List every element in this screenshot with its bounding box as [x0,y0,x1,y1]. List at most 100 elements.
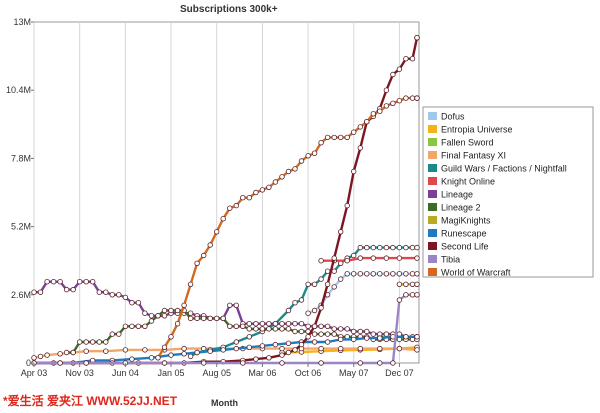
plot-background [33,21,420,364]
data-point [57,360,63,366]
legend-label: Dofus [441,112,465,122]
data-point [266,184,272,190]
data-point [240,360,246,366]
data-point [122,347,129,353]
data-point [187,315,194,322]
data-point [122,294,129,301]
x-tick-label: Jun 04 [112,368,139,378]
data-point [285,349,292,356]
data-point [259,326,266,332]
data-point [57,279,63,285]
data-point [324,134,331,141]
data-point [403,292,409,298]
data-point [83,279,89,285]
y-tick-label: 10.4M [6,85,31,95]
data-point [207,242,213,248]
x-tick-label: Aug 05 [202,368,231,378]
data-point [396,97,403,104]
data-point [390,271,396,277]
data-point [414,292,420,298]
data-point [279,174,285,180]
data-point [298,328,305,335]
data-point [390,360,396,366]
data-point [409,95,416,101]
data-point [403,95,409,101]
data-point [109,331,115,337]
data-point [227,323,233,329]
data-point [220,315,226,322]
data-point [403,56,409,62]
data-point [414,35,420,41]
legend-swatch [428,125,437,133]
data-point [324,323,331,329]
data-point [357,244,363,251]
data-point [414,281,420,287]
data-point [338,134,344,141]
data-point [279,326,285,332]
data-point [357,124,363,130]
data-point [142,323,148,329]
data-point [233,345,239,352]
data-point [311,150,318,156]
data-point [266,326,272,332]
data-point [129,356,135,362]
data-point [259,343,266,349]
data-point [259,321,266,327]
data-point [305,323,311,329]
legend-label: Lineage 2 [441,203,481,213]
data-point [161,360,168,366]
data-point [331,284,337,290]
data-point [109,292,115,298]
data-point [200,360,207,366]
data-point [148,313,155,319]
data-point [279,321,285,327]
legend-label: Final Fantasy XI [441,151,506,161]
data-point [70,349,76,356]
data-point [213,315,220,322]
data-point [285,168,292,175]
data-point [351,328,357,335]
legend-swatch [428,190,437,198]
data-point [396,271,403,277]
data-point [253,321,259,327]
data-point [207,315,213,322]
data-point [37,289,44,295]
data-point [194,349,200,356]
data-point [318,331,324,337]
data-point [414,255,420,261]
x-tick-label: Nov 03 [65,368,94,378]
data-point [63,286,70,293]
data-point [351,271,357,277]
axes: Apr 03 Nov 03 Jun 04 Jan 05 Aug 05 Mar 06 Oct … [6,17,414,378]
data-point [414,95,420,101]
data-point [116,331,122,337]
data-point [253,356,259,362]
series-knight-online [318,255,420,264]
data-point [103,348,109,354]
data-point [409,281,416,287]
legend-label: MagiKnights [441,216,491,226]
data-point [383,244,390,251]
data-point [76,339,83,345]
data-point [357,145,363,151]
data-point [168,307,174,314]
data-point [377,335,383,341]
data-point [311,339,318,345]
data-point [83,339,89,345]
data-point [122,323,129,329]
data-point [285,326,292,332]
data-point [200,252,207,259]
data-point [396,297,403,303]
series-lines [31,35,420,366]
data-point [344,202,350,209]
data-point [396,244,403,251]
data-point [135,300,142,306]
data-point [181,345,187,352]
data-point [194,260,200,266]
data-point [305,310,311,316]
data-point [96,339,102,345]
data-point [266,321,272,327]
data-point [187,310,194,316]
data-point [331,326,337,332]
data-point [155,355,161,361]
